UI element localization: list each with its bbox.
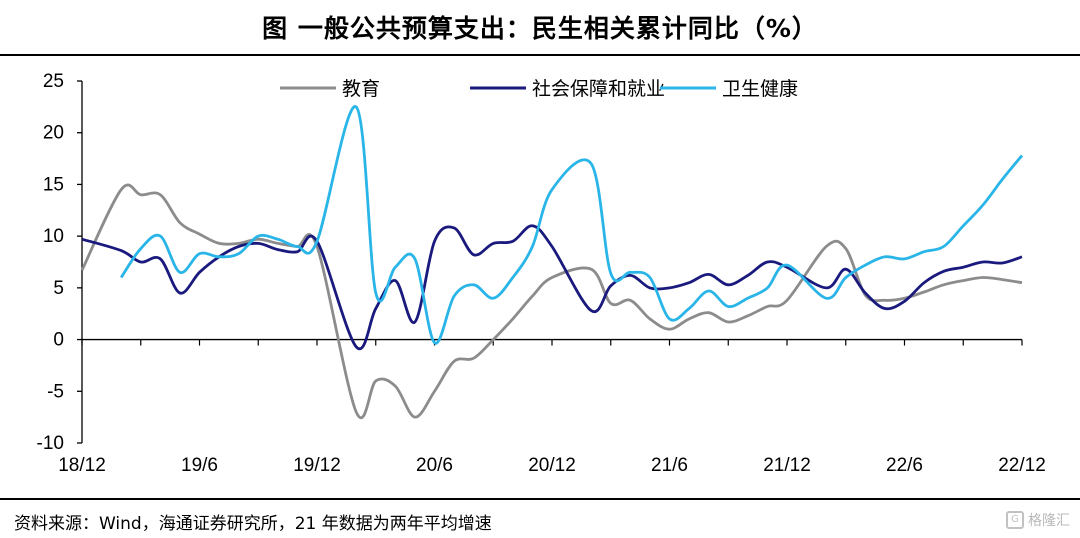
x-tick-label: 19/6 — [181, 455, 218, 476]
x-tick-label: 21/6 — [651, 455, 688, 476]
x-tick-label: 19/12 — [293, 455, 341, 476]
y-tick-label: 25 — [43, 71, 64, 92]
watermark-logo-icon: G — [1006, 511, 1024, 529]
chart-title: 图 一般公共预算支出：民生相关累计同比（%） — [262, 14, 818, 43]
edu-series-line — [80, 183, 1023, 420]
y-tick-label: -10 — [37, 433, 64, 454]
y-tick-label: 20 — [43, 123, 64, 144]
legend-label: 社会保障和就业 — [532, 78, 665, 100]
y-tick-label: 15 — [43, 174, 64, 195]
chart-area: -10 -5 0 5 10 15 20 25 18/12 19/6 19/12 20/6 20/12 21… — [0, 56, 1080, 496]
line-chart: -10 -5 0 5 10 15 20 25 18/12 19/6 19/12 20/6 20/12 21… — [37, 71, 1046, 476]
x-tick-label: 22/6 — [886, 455, 923, 476]
x-tick-label: 21/12 — [763, 455, 811, 476]
source-bar: 资料来源：Wind，海通证券研究所，21 年数据为两年平均增速 G 格隆汇 — [0, 498, 1080, 538]
x-tick-label: 20/6 — [416, 455, 453, 476]
x-tick-label: 22/12 — [998, 455, 1046, 476]
y-tick-label: 10 — [43, 226, 64, 247]
source-note: 资料来源：Wind，海通证券研究所，21 年数据为两年平均增速 — [14, 514, 492, 534]
x-tick-label: 18/12 — [58, 455, 106, 476]
y-tick-label: -5 — [47, 381, 64, 402]
legend-label: 教育 — [342, 78, 380, 100]
chart-title-bar: 图 一般公共预算支出：民生相关累计同比（%） — [0, 0, 1080, 56]
y-tick-label: 0 — [53, 330, 64, 351]
x-tick-label: 20/12 — [528, 455, 576, 476]
watermark: G 格隆汇 — [1006, 510, 1070, 530]
watermark-text: 格隆汇 — [1028, 513, 1070, 529]
legend-label: 卫生健康 — [722, 78, 798, 100]
health-series-line — [120, 105, 1024, 345]
y-tick-label: 5 — [53, 278, 64, 299]
